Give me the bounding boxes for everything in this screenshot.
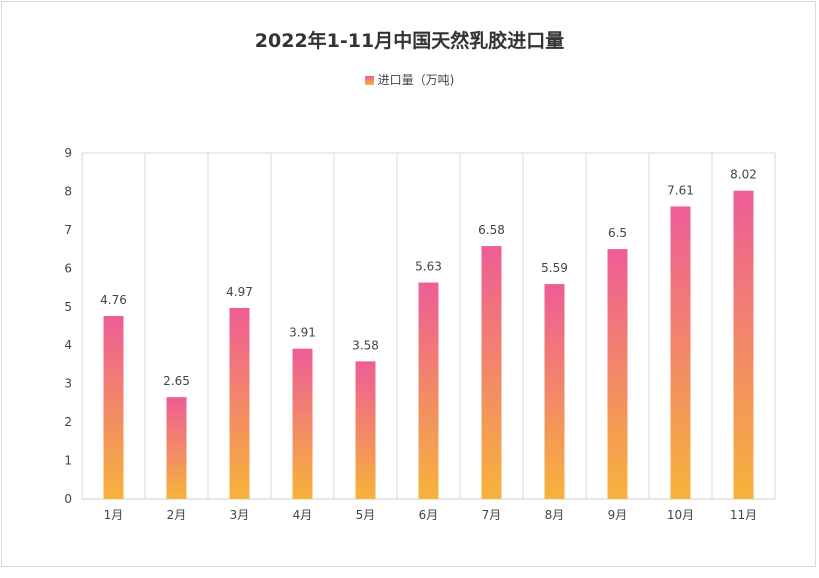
bar[interactable] [355, 361, 376, 499]
data-label: 7.61 [667, 183, 694, 197]
chart-legend[interactable]: 进口量（万吨) [0, 71, 819, 88]
x-tick-label: 2月 [167, 508, 187, 522]
legend-swatch [364, 76, 374, 85]
data-label: 8.02 [730, 168, 757, 182]
x-tick-label: 11月 [730, 508, 757, 522]
bar[interactable] [229, 307, 250, 499]
bar[interactable] [481, 246, 502, 499]
x-tick-label: 3月 [230, 508, 250, 522]
data-label: 5.63 [415, 260, 442, 274]
bar[interactable] [607, 249, 628, 499]
bar[interactable] [670, 206, 691, 499]
y-tick-label: 4 [64, 338, 72, 352]
x-tick-label: 5月 [356, 508, 376, 522]
x-tick-label: 1月 [104, 508, 124, 522]
bar[interactable] [103, 316, 124, 499]
legend-label: 进口量（万吨) [377, 73, 455, 87]
y-tick-label: 8 [64, 184, 72, 198]
x-tick-label: 7月 [482, 508, 502, 522]
x-tick-label: 9月 [608, 508, 628, 522]
y-axis-ticks: 0 1 2 3 4 5 6 7 8 9 [64, 146, 72, 506]
data-labels: 4.76 2.65 4.97 3.91 3.58 5.63 6.58 5.59 6.5 7.61 8… [100, 168, 757, 388]
data-label: 3.91 [289, 326, 316, 340]
data-label: 4.76 [100, 293, 127, 307]
bar[interactable] [418, 282, 439, 499]
y-tick-label: 5 [64, 300, 72, 314]
chart-title: 2022年1-11月中国天然乳胶进口量 [254, 30, 565, 52]
bar[interactable] [292, 348, 313, 499]
y-tick-label: 9 [64, 146, 72, 160]
data-label: 5.59 [541, 261, 568, 275]
bar[interactable] [166, 397, 187, 499]
data-label: 4.97 [226, 285, 253, 299]
bar[interactable] [733, 190, 754, 500]
x-tick-label: 10月 [667, 508, 694, 522]
y-tick-label: 7 [64, 223, 72, 237]
bar[interactable] [544, 284, 565, 499]
bar-series [103, 190, 754, 500]
data-label: 2.65 [163, 374, 190, 388]
data-label: 6.5 [608, 226, 627, 240]
y-tick-label: 3 [64, 377, 72, 391]
x-axis-ticks: 1月 2月 3月 4月 5月 6月 7月 8月 9月 10月 11月 [104, 508, 757, 522]
data-label: 3.58 [352, 338, 379, 352]
y-tick-label: 0 [64, 492, 72, 506]
x-tick-label: 8月 [545, 508, 565, 522]
data-label: 6.58 [478, 223, 505, 237]
y-tick-label: 6 [64, 261, 72, 275]
y-tick-label: 1 [64, 454, 72, 468]
x-tick-label: 4月 [293, 508, 313, 522]
y-tick-label: 2 [64, 415, 72, 429]
x-tick-label: 6月 [419, 508, 439, 522]
